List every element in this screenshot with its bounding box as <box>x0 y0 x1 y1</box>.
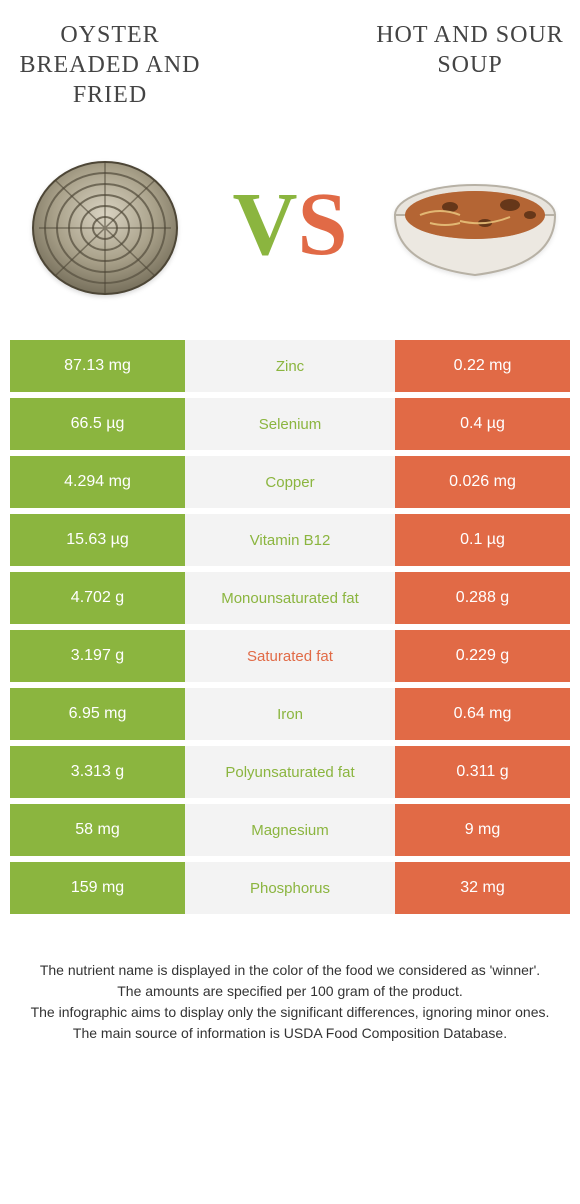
vs-label: VS <box>190 180 390 270</box>
left-value: 58 mg <box>10 804 185 856</box>
right-value: 0.288 g <box>395 572 570 624</box>
right-value: 0.22 mg <box>395 340 570 392</box>
left-value: 6.95 mg <box>10 688 185 740</box>
right-value: 0.1 µg <box>395 514 570 566</box>
nutrient-name: Iron <box>185 688 395 740</box>
footer-notes: The nutrient name is displayed in the co… <box>20 960 560 1044</box>
right-value: 32 mg <box>395 862 570 914</box>
right-value: 0.311 g <box>395 746 570 798</box>
nutrient-name: Zinc <box>185 340 395 392</box>
table-row: 159 mgPhosphorus32 mg <box>10 862 570 920</box>
footer-line: The infographic aims to display only the… <box>20 1002 560 1023</box>
table-row: 6.95 mgIron0.64 mg <box>10 688 570 746</box>
table-row: 3.313 gPolyunsaturated fat0.311 g <box>10 746 570 804</box>
nutrient-name: Monounsaturated fat <box>185 572 395 624</box>
right-value: 0.64 mg <box>395 688 570 740</box>
nutrient-name: Magnesium <box>185 804 395 856</box>
left-food-image <box>20 140 190 310</box>
left-value: 4.702 g <box>10 572 185 624</box>
table-row: 58 mgMagnesium9 mg <box>10 804 570 862</box>
right-value: 9 mg <box>395 804 570 856</box>
left-value: 66.5 µg <box>10 398 185 450</box>
left-value: 159 mg <box>10 862 185 914</box>
footer-line: The amounts are specified per 100 gram o… <box>20 981 560 1002</box>
table-row: 87.13 mgZinc0.22 mg <box>10 340 570 398</box>
vs-v: V <box>232 175 297 274</box>
nutrient-name: Saturated fat <box>185 630 395 682</box>
table-row: 4.702 gMonounsaturated fat0.288 g <box>10 572 570 630</box>
titles-row: Oyster breaded and fried Hot and sour so… <box>10 20 570 110</box>
left-value: 87.13 mg <box>10 340 185 392</box>
left-value: 15.63 µg <box>10 514 185 566</box>
soup-icon <box>390 165 560 285</box>
nutrient-name: Copper <box>185 456 395 508</box>
comparison-infographic: Oyster breaded and fried Hot and sour so… <box>0 0 580 1054</box>
left-value: 3.197 g <box>10 630 185 682</box>
right-food-title: Hot and sour soup <box>370 20 570 80</box>
table-row: 66.5 µgSelenium0.4 µg <box>10 398 570 456</box>
right-food-image <box>390 140 560 310</box>
footer-line: The nutrient name is displayed in the co… <box>20 960 560 981</box>
nutrient-table: 87.13 mgZinc0.22 mg66.5 µgSelenium0.4 µg… <box>10 340 570 920</box>
left-value: 4.294 mg <box>10 456 185 508</box>
nutrient-name: Vitamin B12 <box>185 514 395 566</box>
vs-s: S <box>297 175 347 274</box>
right-value: 0.026 mg <box>395 456 570 508</box>
nutrient-name: Selenium <box>185 398 395 450</box>
nutrient-name: Polyunsaturated fat <box>185 746 395 798</box>
table-row: 4.294 mgCopper0.026 mg <box>10 456 570 514</box>
right-value: 0.229 g <box>395 630 570 682</box>
table-row: 3.197 gSaturated fat0.229 g <box>10 630 570 688</box>
table-row: 15.63 µgVitamin B120.1 µg <box>10 514 570 572</box>
oyster-icon <box>25 150 185 300</box>
left-value: 3.313 g <box>10 746 185 798</box>
hero-images-row: VS <box>20 140 560 310</box>
left-food-title: Oyster breaded and fried <box>10 20 210 110</box>
right-value: 0.4 µg <box>395 398 570 450</box>
footer-line: The main source of information is USDA F… <box>20 1023 560 1044</box>
nutrient-name: Phosphorus <box>185 862 395 914</box>
